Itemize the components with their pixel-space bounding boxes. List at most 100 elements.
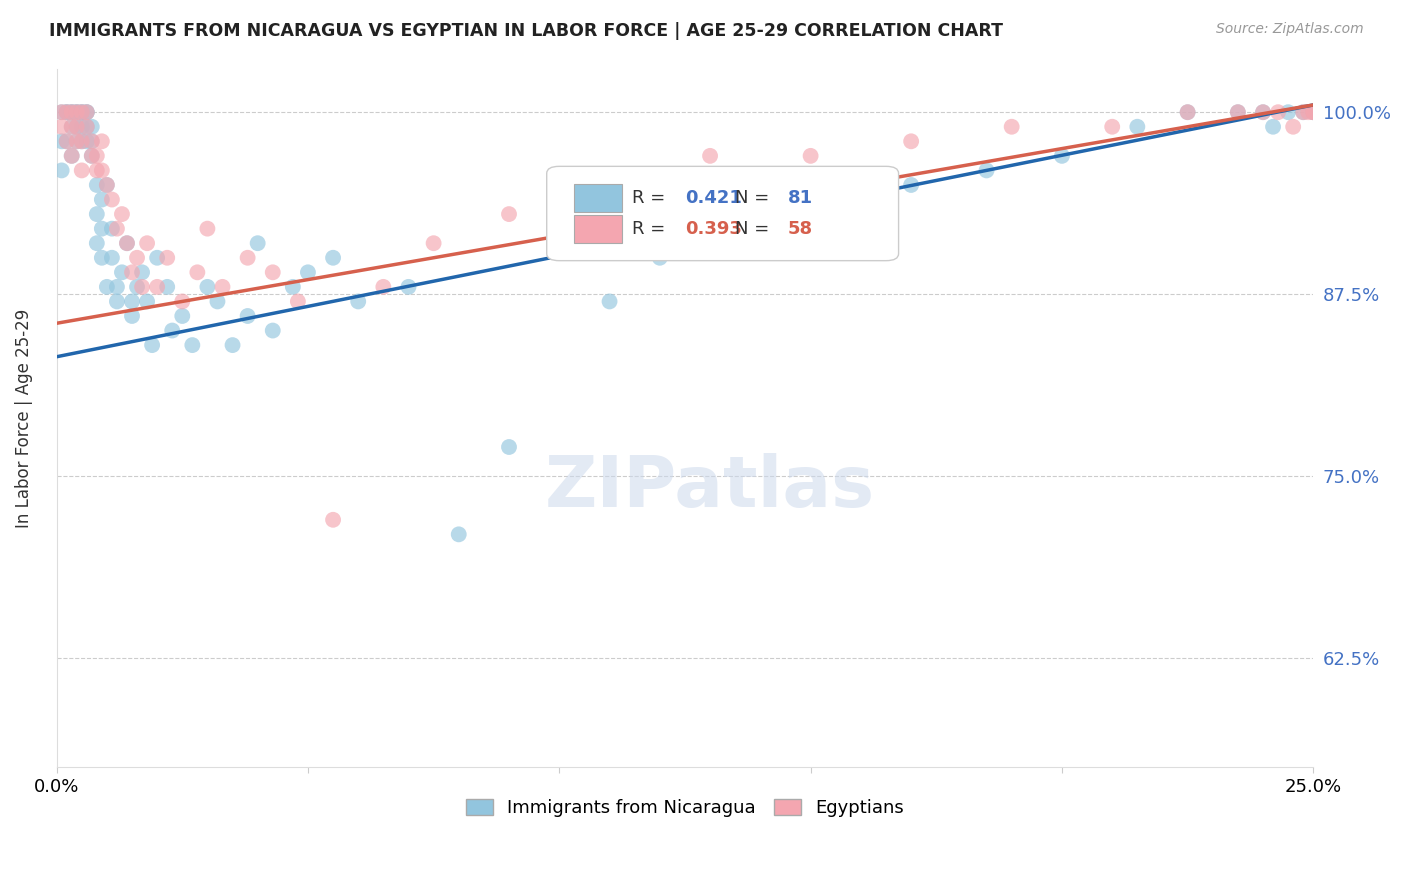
Point <box>1177 105 1199 120</box>
Point <box>105 294 128 309</box>
Point <box>599 294 621 309</box>
Point <box>105 280 128 294</box>
Point <box>221 338 243 352</box>
Point <box>70 134 93 148</box>
Point <box>121 265 143 279</box>
Point <box>55 134 77 148</box>
Y-axis label: In Labor Force | Age 25-29: In Labor Force | Age 25-29 <box>15 309 32 527</box>
Point <box>236 309 259 323</box>
Text: R =: R = <box>633 220 671 238</box>
Point <box>60 149 83 163</box>
Point <box>281 280 304 294</box>
Point <box>322 513 344 527</box>
Point <box>373 280 395 294</box>
Point <box>197 280 219 294</box>
Point <box>136 294 159 309</box>
Point <box>1126 120 1149 134</box>
Point <box>287 294 309 309</box>
Point <box>66 105 89 120</box>
Point <box>90 193 112 207</box>
Point <box>115 236 138 251</box>
Point <box>1292 105 1315 120</box>
Point <box>1302 105 1324 120</box>
Point <box>80 134 103 148</box>
Point <box>66 105 89 120</box>
Point <box>172 294 194 309</box>
Point <box>86 236 108 251</box>
Point <box>55 105 77 120</box>
Point <box>207 294 229 309</box>
Point <box>141 338 163 352</box>
Point <box>51 105 73 120</box>
Point <box>262 324 284 338</box>
Point <box>86 149 108 163</box>
Point <box>146 280 169 294</box>
Text: R =: R = <box>633 189 671 207</box>
Point <box>422 236 444 251</box>
Point <box>1302 105 1324 120</box>
Point <box>101 193 124 207</box>
FancyBboxPatch shape <box>575 184 621 211</box>
Point <box>76 105 98 120</box>
Point <box>70 134 93 148</box>
Point <box>131 280 153 294</box>
Point <box>66 105 89 120</box>
Point <box>1296 105 1319 120</box>
FancyBboxPatch shape <box>575 215 621 244</box>
Point <box>60 120 83 134</box>
Point <box>246 236 269 251</box>
Text: 81: 81 <box>787 189 813 207</box>
Point <box>90 134 112 148</box>
Point <box>60 120 83 134</box>
Point <box>70 105 93 120</box>
Point <box>66 134 89 148</box>
Point <box>51 120 73 134</box>
Point <box>121 309 143 323</box>
Text: IMMIGRANTS FROM NICARAGUA VS EGYPTIAN IN LABOR FORCE | AGE 25-29 CORRELATION CHA: IMMIGRANTS FROM NICARAGUA VS EGYPTIAN IN… <box>49 22 1004 40</box>
Point <box>90 251 112 265</box>
Point <box>80 134 103 148</box>
Point <box>800 149 823 163</box>
Point <box>76 105 98 120</box>
Text: 58: 58 <box>787 220 813 238</box>
Text: N =: N = <box>735 220 775 238</box>
Point <box>80 120 103 134</box>
Point <box>197 221 219 235</box>
Point <box>297 265 319 279</box>
Point <box>96 178 118 192</box>
Point <box>699 149 721 163</box>
Point <box>80 149 103 163</box>
Point <box>60 149 83 163</box>
Point <box>76 120 98 134</box>
Point <box>70 105 93 120</box>
Point <box>80 149 103 163</box>
Point <box>60 105 83 120</box>
Point <box>1251 105 1274 120</box>
Point <box>90 163 112 178</box>
Point <box>101 221 124 235</box>
Point <box>548 236 571 251</box>
Point <box>160 324 183 338</box>
Point <box>1282 120 1305 134</box>
Text: ZIPatlas: ZIPatlas <box>546 453 875 522</box>
Point <box>70 120 93 134</box>
Point <box>156 251 179 265</box>
Point <box>121 294 143 309</box>
Point <box>211 280 233 294</box>
Point <box>60 105 83 120</box>
Point <box>447 527 470 541</box>
Point <box>1101 120 1123 134</box>
Point <box>125 251 148 265</box>
Point <box>322 251 344 265</box>
Point <box>648 251 671 265</box>
Point <box>1292 105 1315 120</box>
Point <box>1177 105 1199 120</box>
Point <box>1261 120 1284 134</box>
Point <box>131 265 153 279</box>
Point <box>1277 105 1299 120</box>
Point <box>976 163 998 178</box>
Point <box>51 134 73 148</box>
Text: Source: ZipAtlas.com: Source: ZipAtlas.com <box>1216 22 1364 37</box>
Point <box>101 251 124 265</box>
FancyBboxPatch shape <box>547 166 898 260</box>
